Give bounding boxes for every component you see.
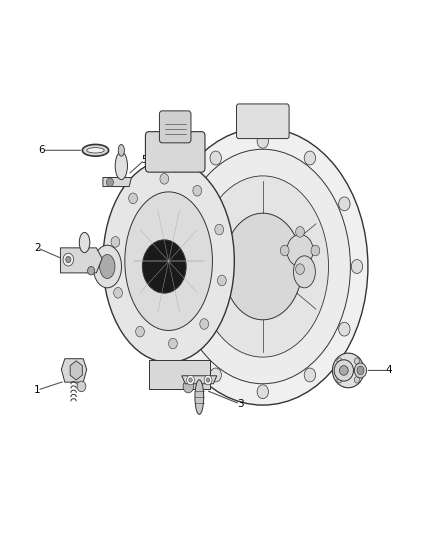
Circle shape (63, 253, 74, 266)
Ellipse shape (125, 192, 212, 330)
Circle shape (189, 378, 192, 382)
Ellipse shape (103, 160, 234, 362)
Text: 1: 1 (34, 385, 41, 395)
Text: 2: 2 (34, 243, 41, 253)
Circle shape (257, 385, 268, 399)
Circle shape (129, 193, 138, 204)
Ellipse shape (197, 176, 328, 357)
Text: 3: 3 (237, 399, 244, 409)
Circle shape (111, 237, 120, 247)
Polygon shape (182, 376, 217, 384)
FancyBboxPatch shape (237, 104, 289, 139)
Ellipse shape (339, 366, 348, 375)
Ellipse shape (87, 148, 104, 153)
Ellipse shape (175, 149, 350, 384)
Circle shape (204, 375, 212, 385)
Ellipse shape (142, 240, 186, 293)
Circle shape (66, 256, 71, 263)
Circle shape (311, 245, 320, 256)
FancyBboxPatch shape (145, 132, 205, 172)
FancyBboxPatch shape (159, 111, 191, 143)
Polygon shape (60, 248, 102, 273)
Circle shape (176, 322, 187, 336)
Circle shape (354, 358, 360, 364)
Circle shape (280, 245, 289, 256)
Circle shape (215, 224, 223, 235)
Ellipse shape (88, 266, 95, 275)
Circle shape (210, 151, 222, 165)
Ellipse shape (118, 144, 124, 156)
Ellipse shape (354, 363, 367, 378)
Ellipse shape (223, 213, 302, 320)
Ellipse shape (332, 353, 364, 388)
FancyBboxPatch shape (149, 360, 210, 389)
Ellipse shape (287, 235, 313, 266)
Ellipse shape (93, 245, 122, 288)
Circle shape (160, 173, 169, 184)
Circle shape (351, 260, 363, 273)
Ellipse shape (115, 152, 127, 180)
Text: 6: 6 (38, 146, 45, 155)
Circle shape (200, 319, 208, 329)
Circle shape (296, 264, 304, 274)
Ellipse shape (99, 255, 115, 279)
Circle shape (176, 197, 187, 211)
Circle shape (136, 326, 145, 337)
Polygon shape (70, 361, 82, 380)
Circle shape (187, 375, 194, 385)
Circle shape (354, 377, 360, 383)
Circle shape (357, 366, 364, 375)
Circle shape (296, 227, 304, 237)
Circle shape (257, 134, 268, 148)
Circle shape (77, 381, 86, 392)
Circle shape (106, 178, 113, 187)
Ellipse shape (334, 360, 353, 381)
Circle shape (183, 380, 194, 393)
Circle shape (337, 358, 342, 364)
Circle shape (304, 368, 315, 382)
Circle shape (304, 151, 315, 165)
Text: 4: 4 (385, 366, 392, 375)
Ellipse shape (82, 144, 109, 156)
Circle shape (339, 322, 350, 336)
Ellipse shape (195, 379, 204, 415)
Circle shape (339, 197, 350, 211)
Ellipse shape (79, 232, 90, 253)
Circle shape (163, 260, 174, 273)
Ellipse shape (158, 128, 368, 405)
Circle shape (169, 338, 177, 349)
Circle shape (218, 275, 226, 286)
Circle shape (210, 368, 221, 382)
Circle shape (114, 287, 123, 298)
Polygon shape (61, 359, 87, 382)
Circle shape (206, 378, 210, 382)
Circle shape (193, 185, 201, 196)
Polygon shape (103, 177, 131, 187)
Text: 5: 5 (141, 155, 148, 165)
Ellipse shape (293, 256, 315, 288)
Circle shape (337, 377, 342, 383)
